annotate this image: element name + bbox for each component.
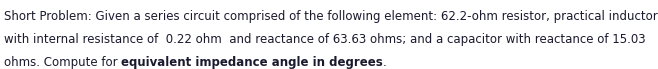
Text: Short Problem: Given a series circuit comprised of the following element: 62.2-o: Short Problem: Given a series circuit co… <box>4 10 658 23</box>
Text: .: . <box>383 56 387 69</box>
Text: ohms. Compute for: ohms. Compute for <box>4 56 121 69</box>
Text: equivalent impedance angle in degrees: equivalent impedance angle in degrees <box>121 56 383 69</box>
Text: with internal resistance of  0.22 ohm  and reactance of 63.63 ohms; and a capaci: with internal resistance of 0.22 ohm and… <box>4 33 645 46</box>
